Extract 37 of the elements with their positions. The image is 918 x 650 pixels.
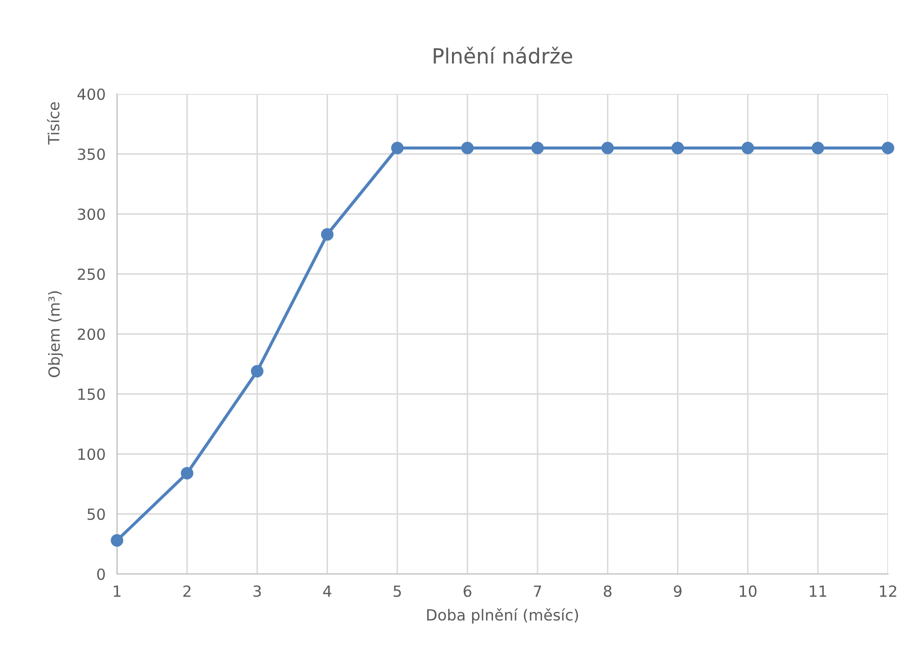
point	[180, 466, 194, 480]
x-tick-label: 2	[183, 585, 190, 597]
point	[742, 142, 754, 154]
x-tick-label: 7	[534, 586, 542, 597]
x-tick-label: 4	[323, 586, 332, 597]
x-tick-label: 8	[604, 585, 612, 597]
text: Tisíce	[46, 102, 60, 145]
y-tick-label: 350	[78, 148, 105, 160]
point	[391, 142, 404, 154]
x-tick-label: 9	[674, 585, 682, 597]
point	[250, 364, 264, 378]
y-tick-label: 250	[78, 268, 105, 280]
x-tick-label: 12	[880, 585, 896, 597]
y-tick-label: 150	[78, 388, 105, 400]
y-tick-label: 0	[97, 568, 105, 580]
y-tick-label: 200	[78, 328, 105, 340]
chart-title: Plnění nádrže	[434, 46, 572, 64]
y-axis-title: Objem (m³)	[48, 291, 63, 378]
x-tick-label: 1	[114, 586, 120, 597]
point	[461, 142, 474, 154]
point	[882, 142, 894, 154]
point	[110, 534, 124, 547]
point	[601, 142, 614, 154]
y-tick-label: 50	[88, 508, 105, 520]
x-axis-title: Doba plnění (měsíc)	[427, 608, 578, 624]
point	[671, 142, 684, 154]
point	[321, 228, 334, 241]
x-tick-label: 5	[394, 586, 401, 597]
x-tick-label: 11	[810, 586, 826, 597]
point	[812, 142, 824, 154]
point	[531, 142, 544, 154]
y-tick-label: 300	[78, 208, 105, 220]
y-tick-label: 100	[78, 448, 105, 460]
y-tick-label: 400	[77, 88, 105, 100]
x-tick-label: 6	[464, 585, 472, 597]
x-tick-label: 3	[253, 585, 261, 597]
x-tick-label: 10	[740, 585, 757, 597]
